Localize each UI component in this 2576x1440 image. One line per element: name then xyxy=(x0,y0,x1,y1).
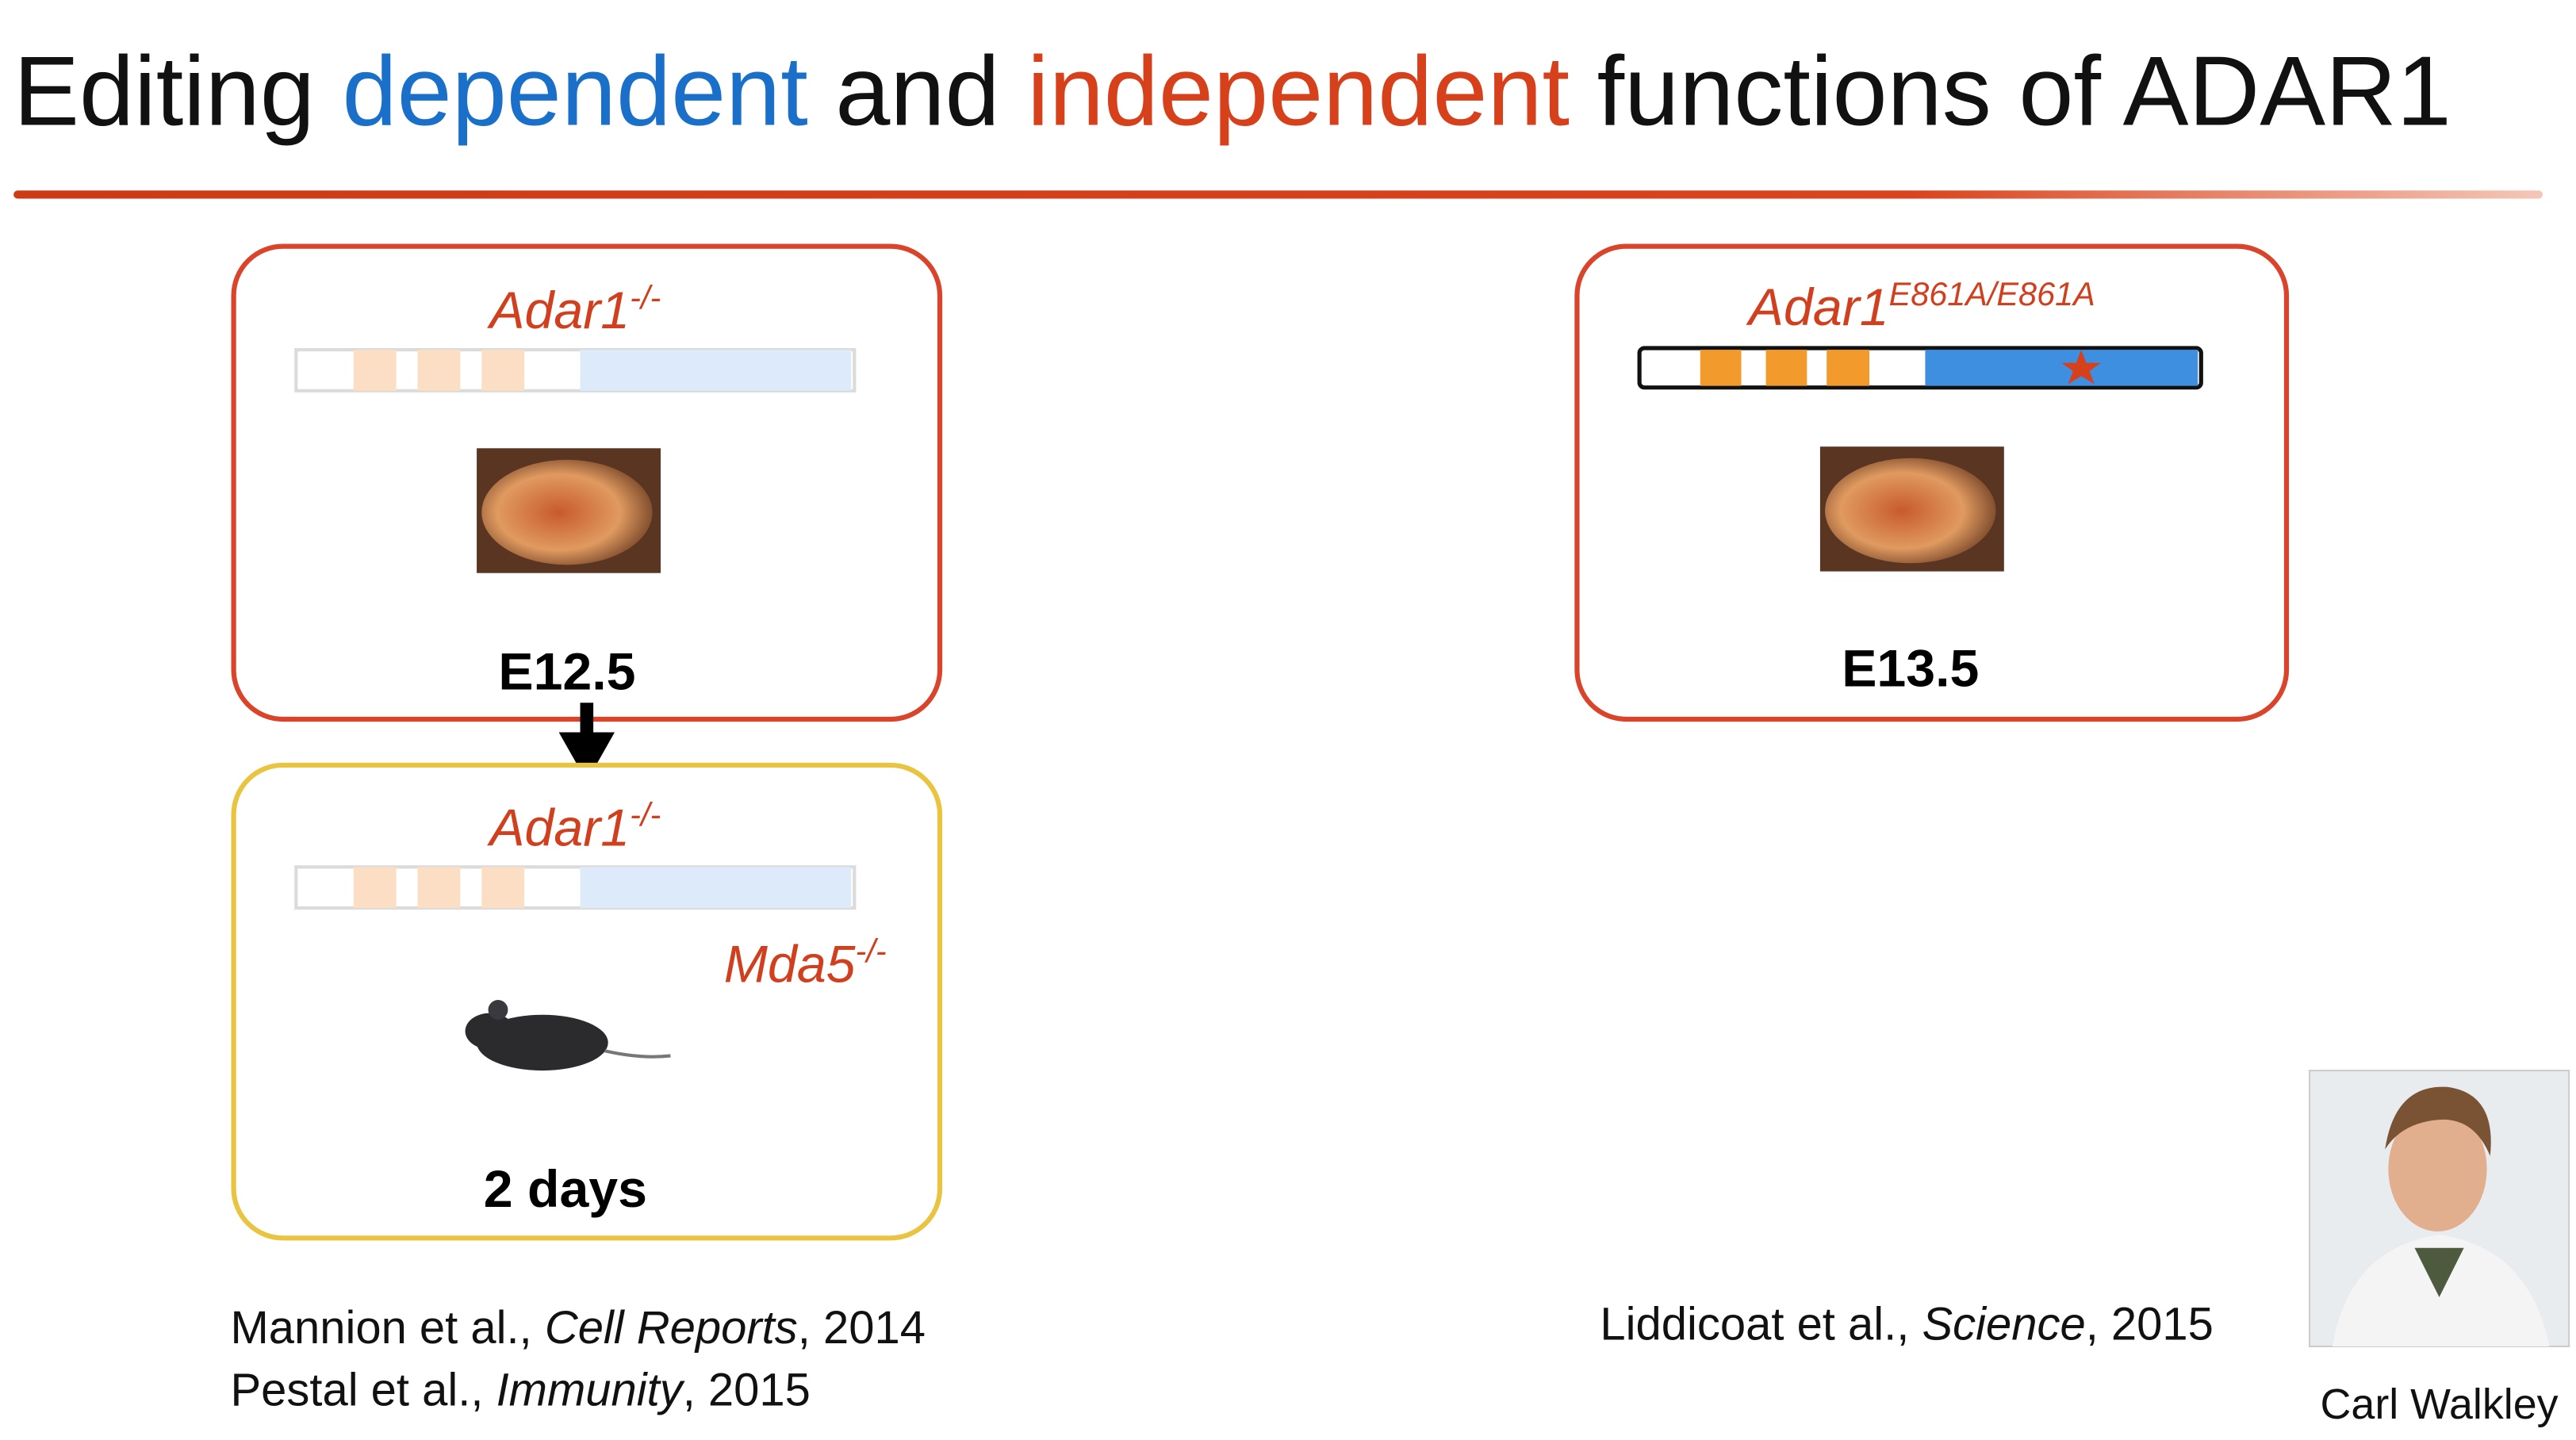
arrow-head xyxy=(558,732,615,782)
gene-name: Adar1 xyxy=(1746,278,1889,337)
title-text: independent xyxy=(1027,36,1570,146)
citation-year: , 2015 xyxy=(2086,1300,2214,1350)
slide-title: Editing dependent and independent functi… xyxy=(13,36,2451,146)
citation-year: , 2015 xyxy=(683,1365,811,1416)
title-text: functions of ADAR1 xyxy=(1570,36,2451,146)
gene-name: Adar1 xyxy=(486,799,630,857)
citation-journal: Science xyxy=(1922,1300,2085,1350)
title-text: and xyxy=(808,36,1027,146)
citation: Liddicoat et al., Science, 2015 xyxy=(1600,1300,2213,1350)
gene-superscript: -/- xyxy=(630,797,661,833)
mouse-image xyxy=(465,1000,671,1071)
gene-label: Adar1-/- xyxy=(486,797,661,858)
gene-label: Adar1E861A/E861A xyxy=(1746,276,2095,337)
citation-journal: Cell Reports xyxy=(545,1303,798,1354)
citation: Mannion et al., Cell Reports, 2014 xyxy=(230,1303,925,1354)
gene-bar xyxy=(294,865,857,910)
title-text: dependent xyxy=(343,36,808,146)
gene-bar xyxy=(1637,346,2203,390)
gene-bar xyxy=(294,347,857,393)
gene-name: Mda5 xyxy=(724,935,856,994)
stage-label: 2 days xyxy=(484,1160,647,1219)
portrait-photo xyxy=(2308,1070,2570,1348)
citation-journal: Immunity xyxy=(496,1365,685,1416)
stage-label: E12.5 xyxy=(498,643,635,702)
citation-year: , 2014 xyxy=(798,1303,926,1354)
gene-label: Adar1-/- xyxy=(486,279,661,340)
embryo-shape xyxy=(481,459,653,565)
photo-caption: Carl Walkley xyxy=(2321,1381,2559,1428)
gene-superscript: E861A/E861A xyxy=(1889,276,2095,312)
gene-superscript: -/- xyxy=(630,279,661,316)
citation-authors: Mannion et al., xyxy=(230,1303,544,1354)
panel-box xyxy=(231,762,943,1241)
gene-superscript: -/- xyxy=(856,933,887,969)
citation-authors: Pestal et al., xyxy=(230,1365,496,1416)
gene-label: Mda5-/- xyxy=(724,933,887,994)
stage-label: E13.5 xyxy=(1842,640,1979,699)
gene-name: Adar1 xyxy=(486,281,630,340)
embryo-shape xyxy=(1825,458,1996,564)
title-text: Editing xyxy=(13,36,342,146)
citation: Pestal et al., Immunity, 2015 xyxy=(230,1365,810,1416)
citation-authors: Liddicoat et al., xyxy=(1600,1300,1922,1350)
title-rule xyxy=(13,190,2543,199)
